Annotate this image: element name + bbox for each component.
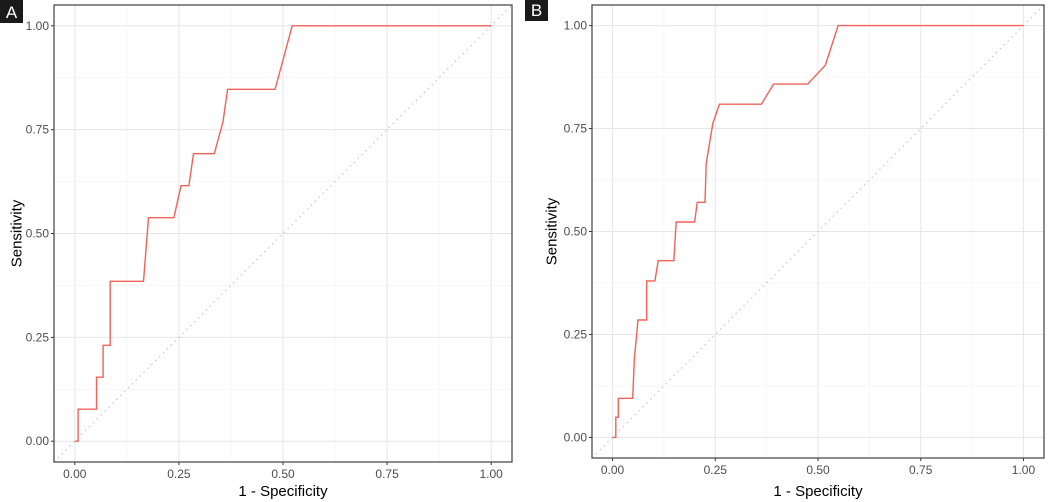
y-axis-title: Sensitivity	[543, 197, 560, 265]
x-tick-label: 1.00	[480, 467, 504, 481]
y-tick-label: 0.00	[26, 434, 50, 448]
panel-label: B	[531, 1, 542, 20]
panel-label-box	[525, 0, 548, 21]
panel-a: 0.00 0.25 0.50 0.75 1.00 0.00 0.25 0.50 0.75 1.00…	[0, 0, 513, 500]
x-tick-label: 0.25	[167, 467, 191, 481]
y-tick-label: 0.00	[564, 430, 588, 444]
x-tick-label: 0.50	[271, 467, 295, 481]
y-tick-label: 0.25	[564, 327, 588, 341]
y-tick-label: 0.75	[564, 122, 588, 136]
y-tick-label: 1.00	[26, 19, 50, 33]
x-axis-title: 1 - Specificity	[238, 483, 328, 500]
y-tick-label: 0.50	[26, 227, 50, 241]
y-tick-label: 0.50	[564, 225, 588, 239]
y-tick-label: 1.00	[564, 19, 588, 33]
reference-diagonal	[53, 4, 513, 463]
y-axis-title: Sensitivity	[8, 199, 25, 267]
x-tick-label: 0.75	[375, 467, 399, 481]
panel-label: A	[6, 3, 18, 22]
plot-border	[53, 4, 513, 463]
x-tick-label: 0.00	[601, 463, 625, 477]
roc-curve-line	[74, 25, 492, 442]
reference-diagonal	[591, 4, 1045, 459]
x-tick-label: 1.00	[1012, 463, 1036, 477]
x-tick-label: 0.25	[704, 463, 728, 477]
plot-border	[591, 4, 1045, 459]
x-tick-label: 0.50	[806, 463, 830, 477]
y-tick-label: 0.75	[26, 123, 50, 137]
panel-b: 0.00 0.25 0.50 0.75 1.00 0.00 0.25 0.50 0.75 1.00…	[525, 0, 1045, 500]
roc-curve-line	[612, 24, 1024, 439]
panel-label-box	[0, 0, 23, 23]
x-tick-label: 0.00	[63, 467, 87, 481]
x-axis-title: 1 - Specificity	[773, 483, 863, 500]
x-tick-label: 0.75	[909, 463, 933, 477]
y-tick-label: 0.25	[26, 330, 50, 344]
